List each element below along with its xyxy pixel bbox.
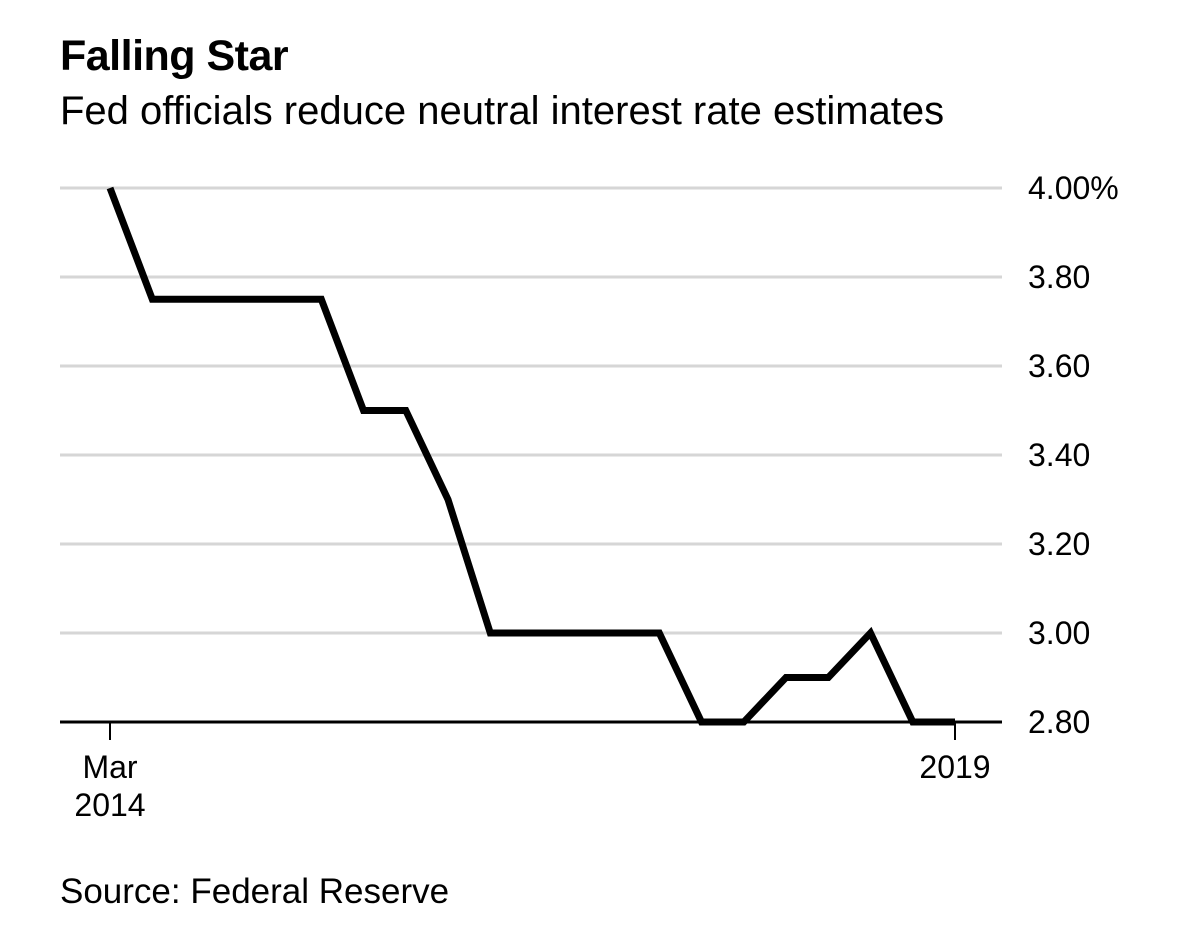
x-tick-label: 2019 (919, 749, 990, 785)
y-tick-label: 3.60 (1028, 348, 1090, 384)
y-tick-label: 3.00 (1028, 615, 1090, 651)
y-tick-label: 2.80 (1028, 704, 1090, 740)
series-line (106, 186, 955, 726)
y-tick-label: 3.20 (1028, 526, 1090, 562)
y-tick-label: 4.00% (1028, 170, 1119, 206)
chart-title: Falling Star (60, 32, 289, 80)
y-tick-label: 3.80 (1028, 259, 1090, 295)
y-tick-label: 3.40 (1028, 437, 1090, 473)
chart-subtitle: Fed officials reduce neutral interest ra… (60, 89, 945, 133)
series-layer (106, 186, 955, 726)
x-tick-label: 2014 (74, 787, 145, 823)
x-tick-label: Mar (82, 749, 137, 785)
source-note: Source: Federal Reserve (60, 872, 450, 911)
y-axis-tick-labels: 2.80 3.00 3.20 3.40 3.60 3.80 4.00% (1028, 170, 1119, 740)
gridlines (60, 186, 1002, 724)
